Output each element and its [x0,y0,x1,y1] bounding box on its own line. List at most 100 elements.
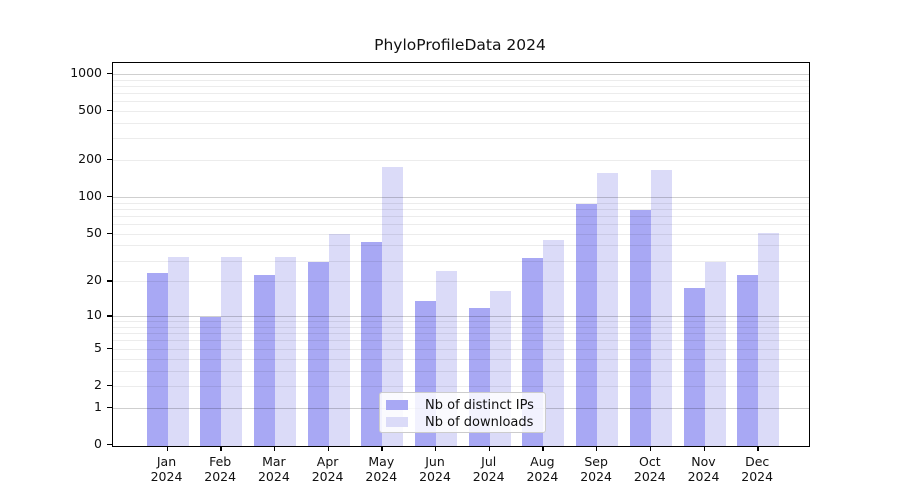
x-tick [757,446,759,451]
minor-gridline [113,138,809,140]
y-tick [107,232,112,235]
legend: Nb of distinct IPs Nb of downloads [379,392,546,433]
x-tick-label: Nov 2024 [687,454,720,484]
x-tick-label: Oct 2024 [633,454,666,484]
minor-gridline [113,160,809,162]
x-tick [381,446,383,451]
bar-distinct-ips-may [361,241,383,446]
minor-gridline [113,85,809,87]
y-tick-label: 5 [94,339,102,355]
y-tick [107,72,112,75]
x-tick [703,446,705,451]
bar-downloads-may [382,166,404,446]
x-tick [435,446,437,451]
y-tick-label: 1 [94,398,102,414]
minor-gridline [113,215,809,217]
x-tick-label: May 2024 [365,454,398,484]
bar-downloads-aug [543,240,565,446]
y-tick [107,196,112,198]
bar-downloads-jan [167,256,189,446]
minor-gridline [113,260,809,262]
bar-distinct-ips-feb [200,317,222,446]
chart-title: PhyloProfileData 2024 [374,36,546,54]
distinct-ips-swatch [386,400,408,410]
y-tick-label: 1000 [70,64,102,80]
x-tick [327,446,329,451]
bar-distinct-ips-mar [253,275,275,446]
y-tick [107,406,112,409]
x-tick [220,446,222,451]
x-tick [542,446,544,451]
x-tick [596,446,598,451]
y-tick [107,280,112,282]
minor-gridline [113,233,809,235]
bar-downloads-dec [758,232,780,446]
plot-area [112,62,810,447]
minor-gridline [113,111,809,113]
major-gridline [113,316,809,318]
y-tick-label: 2 [94,376,102,392]
bar-distinct-ips-dec [737,275,759,446]
minor-gridline [113,224,809,226]
y-tick-label: 50 [86,224,102,240]
y-tick [107,159,112,161]
major-gridline [113,197,809,199]
y-tick-label: 20 [86,272,102,288]
bar-downloads-apr [328,233,350,446]
minor-gridline [113,326,809,328]
x-tick-label: Dec 2024 [741,454,774,484]
minor-gridline [113,245,809,247]
bar-downloads-oct [650,169,672,446]
x-tick [273,446,276,451]
minor-gridline [113,348,809,350]
x-tick [488,446,491,451]
x-tick-label: Apr 2024 [311,454,344,484]
y-tick [107,384,112,387]
minor-gridline [113,321,809,323]
legend-label: Nb of distinct IPs [425,397,534,413]
y-tick-label: 10 [86,307,102,323]
bar-distinct-ips-oct [629,209,651,446]
y-tick [107,110,112,112]
minor-gridline [113,92,809,94]
minor-gridline [113,101,809,103]
y-tick-label: 100 [78,188,102,204]
minor-gridline [113,122,809,124]
y-tick-label: 200 [78,151,102,167]
x-tick [166,446,168,451]
x-tick-label: Feb 2024 [204,454,237,484]
bar-distinct-ips-sep [576,203,598,446]
bar-distinct-ips-nov [683,287,705,446]
minor-gridline [113,340,809,342]
legend-item-distinct-ips: Nb of distinct IPs [386,397,545,413]
y-tick-label: 500 [78,102,102,118]
minor-gridline [113,370,809,372]
bar-downloads-mar [274,256,296,446]
x-tick-label: Jun 2024 [419,454,451,484]
y-tick [107,444,112,446]
y-tick [107,347,112,350]
bar-downloads-nov [704,261,726,446]
bar-distinct-ips-jan [146,273,168,446]
legend-item-downloads: Nb of downloads [386,414,545,430]
minor-gridline [113,333,809,335]
x-tick-label: Mar 2024 [257,454,290,484]
legend-label: Nb of downloads [425,414,534,430]
y-tick [107,315,112,317]
x-tick-label: Jan 2024 [150,454,183,484]
minor-gridline [113,208,809,210]
y-tick-label: 0 [94,436,102,451]
major-gridline [113,73,809,75]
minor-gridline [113,281,809,283]
x-tick [649,446,652,451]
x-tick-label: Sep 2024 [580,454,612,484]
minor-gridline [113,358,809,360]
bar-downloads-feb [221,256,243,446]
downloads-swatch [386,417,408,427]
bar-distinct-ips-apr [307,261,329,446]
minor-gridline [113,385,809,387]
x-tick-label: Aug 2024 [526,454,559,484]
bar-downloads-sep [597,173,619,446]
minor-gridline [113,79,809,81]
x-tick-label: Jul 2024 [472,454,505,484]
